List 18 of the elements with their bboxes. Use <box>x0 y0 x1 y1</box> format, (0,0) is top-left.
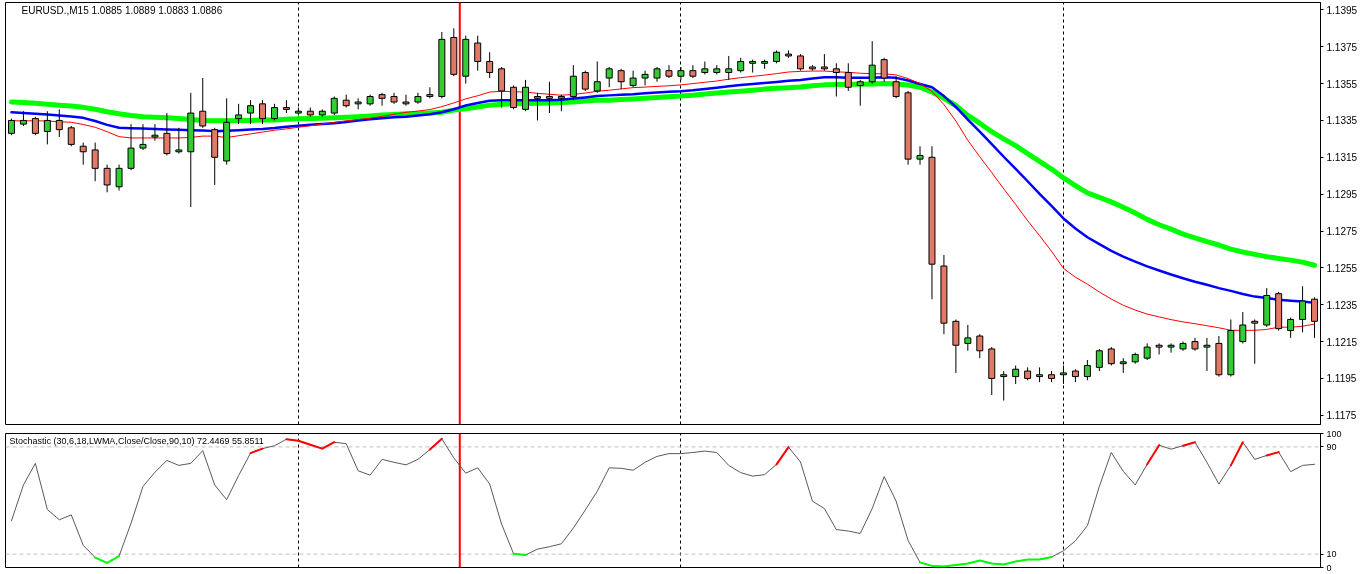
y-tick-label: 1.1195 <box>1326 373 1357 385</box>
y-tick-label: 100 <box>1326 428 1342 439</box>
y-tick-label: 1.1235 <box>1326 299 1358 311</box>
y-tick-label: 1.1275 <box>1326 226 1358 238</box>
y-tick-label: 1.1355 <box>1326 78 1358 90</box>
y-tick-label: 1.1395 <box>1326 4 1358 16</box>
y-tick-label: 1.1375 <box>1326 41 1358 53</box>
y-tick-label: 1.1295 <box>1326 189 1358 201</box>
y-tick-label: 1.1175 <box>1326 410 1357 422</box>
chart-title: EURUSD.,M15 1.0885 1.0889 1.0883 1.0886 <box>21 4 223 16</box>
y-tick-label: 1.1335 <box>1326 115 1358 127</box>
y-tick-label: 0 <box>1326 562 1332 573</box>
y-tick-label: 1.1315 <box>1326 152 1358 164</box>
y-tick-label: 10 <box>1326 549 1337 560</box>
chart-title: Stochastic (30,6,18,LWMA,Close/Close,90,10) 72.4469 55.8511 <box>9 435 264 446</box>
y-tick-label: 1.1255 <box>1326 262 1358 274</box>
y-tick-label: 1.1215 <box>1326 336 1358 348</box>
y-tick-label: 90 <box>1326 441 1337 452</box>
